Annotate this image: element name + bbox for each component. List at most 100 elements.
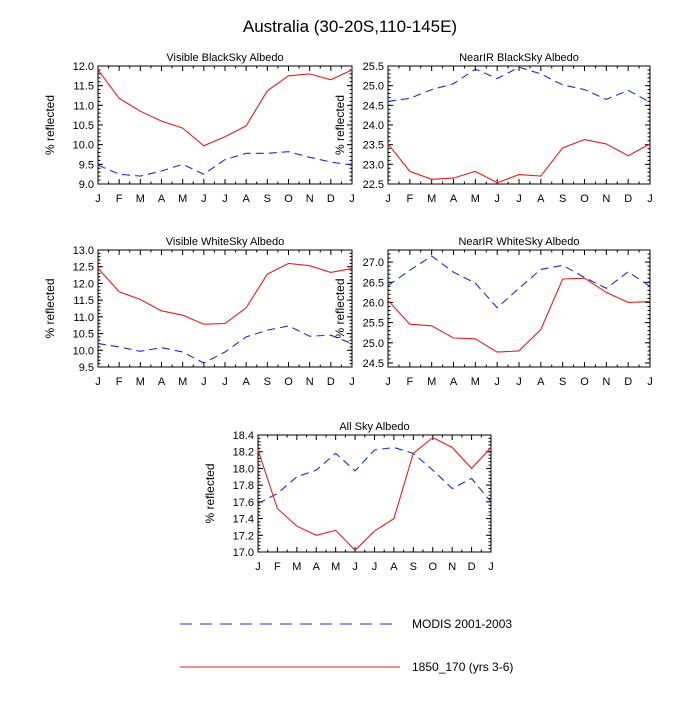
series-line-modis <box>97 151 353 177</box>
chart-panel-4: NearIR WhiteSky Albedo % reflected J F M A M J J… <box>333 236 653 388</box>
x-tick-label: O <box>284 376 293 388</box>
series-line-modis <box>257 446 492 504</box>
x-tick-label: O <box>580 376 589 388</box>
x-tick-label: F <box>116 193 123 205</box>
series-line-model <box>257 436 492 552</box>
series-line-model <box>387 277 651 353</box>
x-tick-label: J <box>372 561 378 573</box>
chart-title: Visible WhiteSky Albedo <box>166 236 284 248</box>
x-tick-label: N <box>602 193 610 205</box>
x-tick-label: J <box>222 193 228 205</box>
y-tick-label: 24.0 <box>363 120 384 132</box>
y-tick-label: 12.5 <box>73 262 94 274</box>
y-tick-label: 18.0 <box>233 463 254 475</box>
x-tick-label: J <box>385 376 391 388</box>
x-tick-label: M <box>292 561 301 573</box>
y-tick-label: 25.0 <box>363 338 384 350</box>
plot-frame <box>387 249 651 368</box>
y-tick-label: 22.5 <box>363 179 384 191</box>
x-tick-label: A <box>537 193 545 205</box>
y-tick-label: 11.5 <box>73 81 94 93</box>
x-tick-label: J <box>349 193 355 205</box>
x-tick-label: D <box>327 376 335 388</box>
y-tick-label: 24.5 <box>363 100 384 112</box>
x-tick-label: S <box>559 376 566 388</box>
y-tick-label: 17.2 <box>233 530 254 542</box>
x-tick-label: S <box>410 561 417 573</box>
y-tick-label: 25.5 <box>363 318 384 330</box>
y-tick-label: 25.0 <box>363 81 384 93</box>
y-tick-label: 23.5 <box>363 140 384 152</box>
x-tick-label: A <box>450 376 458 388</box>
plot-frame <box>387 65 651 185</box>
y-tick-label: 23.0 <box>363 159 384 171</box>
x-tick-label: J <box>222 376 228 388</box>
y-tick-label: 17.6 <box>233 497 254 509</box>
x-tick-label: J <box>95 193 101 205</box>
x-tick-label: A <box>158 376 166 388</box>
x-tick-label: M <box>471 193 480 205</box>
y-tick-label: 18.4 <box>233 430 254 442</box>
legend-model-label: 1850_170 (yrs 3-6) <box>412 660 513 674</box>
x-tick-label: J <box>647 193 653 205</box>
x-tick-label: J <box>95 376 101 388</box>
page-title: Australia (30-20S,110-145E) <box>243 17 457 36</box>
series-line-model <box>97 262 353 325</box>
x-tick-label: A <box>313 561 321 573</box>
y-axis-label: % reflected <box>333 278 347 338</box>
chart-title: NearIR BlackSky Albedo <box>459 52 579 64</box>
x-tick-label: O <box>428 561 437 573</box>
x-tick-label: J <box>349 376 355 388</box>
series-line-modis <box>97 325 353 364</box>
y-axis-label: % reflected <box>43 95 57 155</box>
x-tick-label: J <box>201 193 207 205</box>
x-tick-label: F <box>406 193 413 205</box>
x-tick-label: J <box>516 376 522 388</box>
x-tick-label: O <box>580 193 589 205</box>
x-tick-label: S <box>264 376 271 388</box>
y-axis-label: % reflected <box>43 278 57 338</box>
x-tick-label: A <box>390 561 398 573</box>
y-tick-label: 11.5 <box>73 295 94 307</box>
x-tick-label: S <box>264 193 271 205</box>
x-tick-label: J <box>516 193 522 205</box>
y-tick-label: 17.0 <box>233 547 254 559</box>
y-tick-label: 24.5 <box>363 358 384 370</box>
x-tick-label: M <box>136 193 145 205</box>
y-tick-label: 17.4 <box>233 514 254 526</box>
y-tick-label: 10.0 <box>73 140 94 152</box>
y-axis-label: % reflected <box>333 95 347 155</box>
x-tick-label: M <box>471 376 480 388</box>
x-tick-label: M <box>178 193 187 205</box>
chart-panel-2: NearIR BlackSky Albedo % reflected J F M A M J J… <box>333 52 653 205</box>
legend-modis-label: MODIS 2001-2003 <box>412 617 512 631</box>
x-tick-label: J <box>494 376 500 388</box>
x-tick-label: D <box>624 193 632 205</box>
y-tick-label: 10.5 <box>73 329 94 341</box>
x-tick-label: F <box>274 561 281 573</box>
y-tick-label: 11.0 <box>73 100 94 112</box>
x-tick-label: D <box>468 561 476 573</box>
x-tick-label: N <box>602 376 610 388</box>
y-axis-label: % reflected <box>203 463 217 523</box>
y-tick-label: 12.0 <box>73 61 94 73</box>
y-tick-label: 17.8 <box>233 480 254 492</box>
y-tick-label: 10.0 <box>73 345 94 357</box>
y-tick-label: 26.0 <box>363 297 384 309</box>
x-tick-label: F <box>406 376 413 388</box>
x-tick-label: J <box>201 376 207 388</box>
x-tick-label: N <box>306 193 314 205</box>
x-tick-label: A <box>242 193 250 205</box>
x-tick-label: M <box>136 376 145 388</box>
legend: MODIS 2001-2003 1850_170 (yrs 3-6) <box>180 617 513 674</box>
series-line-model <box>97 69 353 147</box>
x-tick-label: J <box>255 561 261 573</box>
x-tick-label: J <box>352 561 358 573</box>
x-tick-label: A <box>242 376 250 388</box>
series-line-modis <box>387 66 651 103</box>
chart-title: NearIR WhiteSky Albedo <box>458 236 579 248</box>
y-tick-label: 11.0 <box>73 312 94 324</box>
